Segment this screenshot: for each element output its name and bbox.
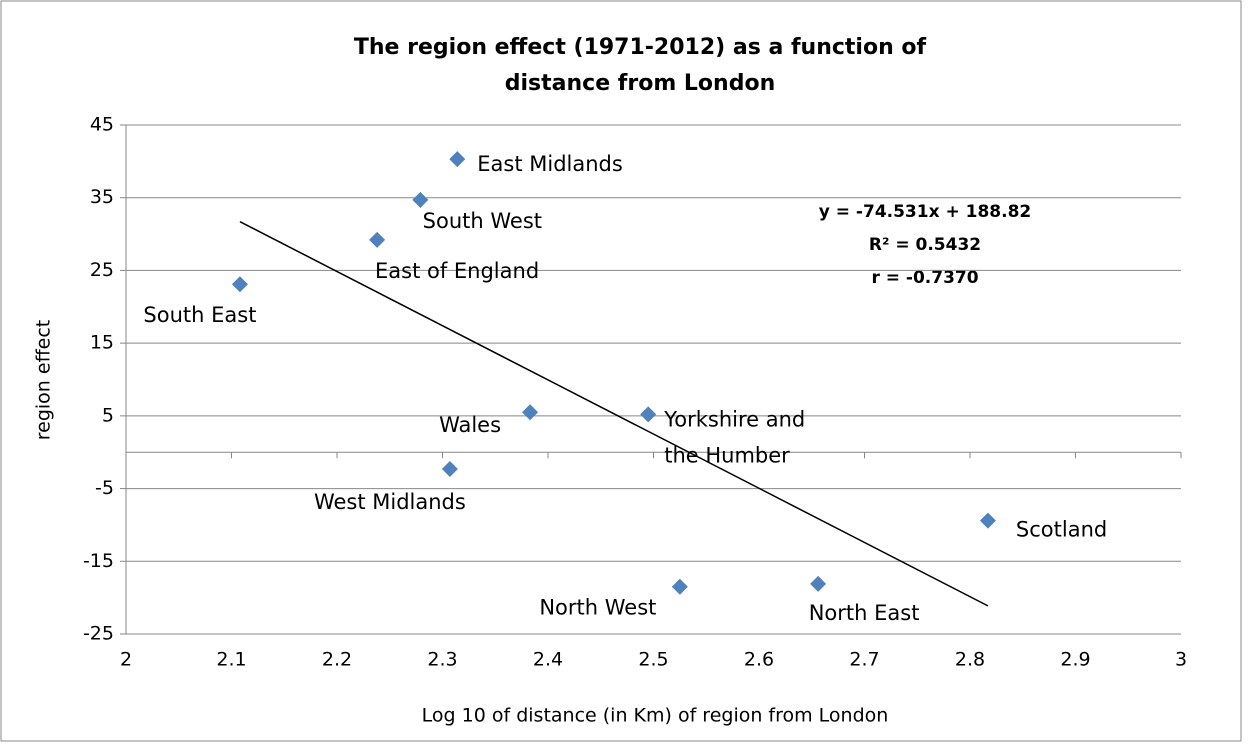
y-tick-label: 45 (90, 114, 114, 136)
y-tick-label: -25 (83, 623, 114, 645)
x-tick-label: 3 (1175, 649, 1187, 671)
x-tick-label: 2.4 (533, 649, 563, 671)
y-tick-label: -5 (95, 477, 114, 499)
trendline-r: r = -0.7370 (871, 268, 978, 288)
marker (369, 231, 386, 248)
trendline-r-squared: R² = 0.5432 (869, 235, 981, 255)
point-label: West Midlands (314, 490, 466, 514)
x-axis-label: Log 10 of distance (in Km) of region fro… (422, 705, 889, 727)
y-tick-label: 5 (102, 404, 114, 426)
point-label: South West (423, 209, 542, 233)
chart-title: The region effect (1971-2012) as a funct… (354, 35, 927, 60)
chart-title: distance from London (505, 71, 775, 96)
marker (671, 578, 688, 595)
chart-border (0, 0, 1242, 742)
marker (810, 575, 827, 592)
point-label: South East (143, 303, 256, 327)
point-label: North West (539, 596, 656, 620)
marker (231, 276, 248, 293)
point-label: East Midlands (477, 152, 623, 176)
marker (522, 404, 539, 421)
y-tick-label: 25 (90, 259, 114, 281)
y-axis-label: region effect (33, 320, 55, 441)
x-tick-label: 2.9 (1060, 649, 1090, 671)
marker (449, 151, 466, 168)
marker (441, 460, 458, 477)
x-tick-label: 2.2 (322, 649, 352, 671)
marker (412, 191, 429, 208)
x-tick-label: 2.6 (744, 649, 774, 671)
x-tick-label: 2 (120, 649, 132, 671)
trendline-equation: y = -74.531x + 188.82 (819, 202, 1031, 222)
point-label: East of England (375, 259, 539, 283)
y-tick-label: 15 (90, 332, 114, 354)
marker (640, 406, 657, 423)
x-tick-label: 2.5 (638, 649, 668, 671)
trendline (239, 220, 989, 607)
point-label: Wales (439, 413, 501, 437)
point-label: Scotland (1016, 518, 1107, 542)
y-tick-label: -15 (83, 550, 114, 572)
x-tick-label: 2.1 (216, 649, 246, 671)
x-tick-label: 2.3 (427, 649, 457, 671)
x-tick-label: 2.7 (849, 649, 879, 671)
point-label: Yorkshire and the Humber (663, 407, 805, 467)
point-label: North East (809, 601, 920, 625)
y-tick-label: 35 (90, 186, 114, 208)
x-tick-label: 2.8 (955, 649, 985, 671)
marker (979, 512, 996, 529)
